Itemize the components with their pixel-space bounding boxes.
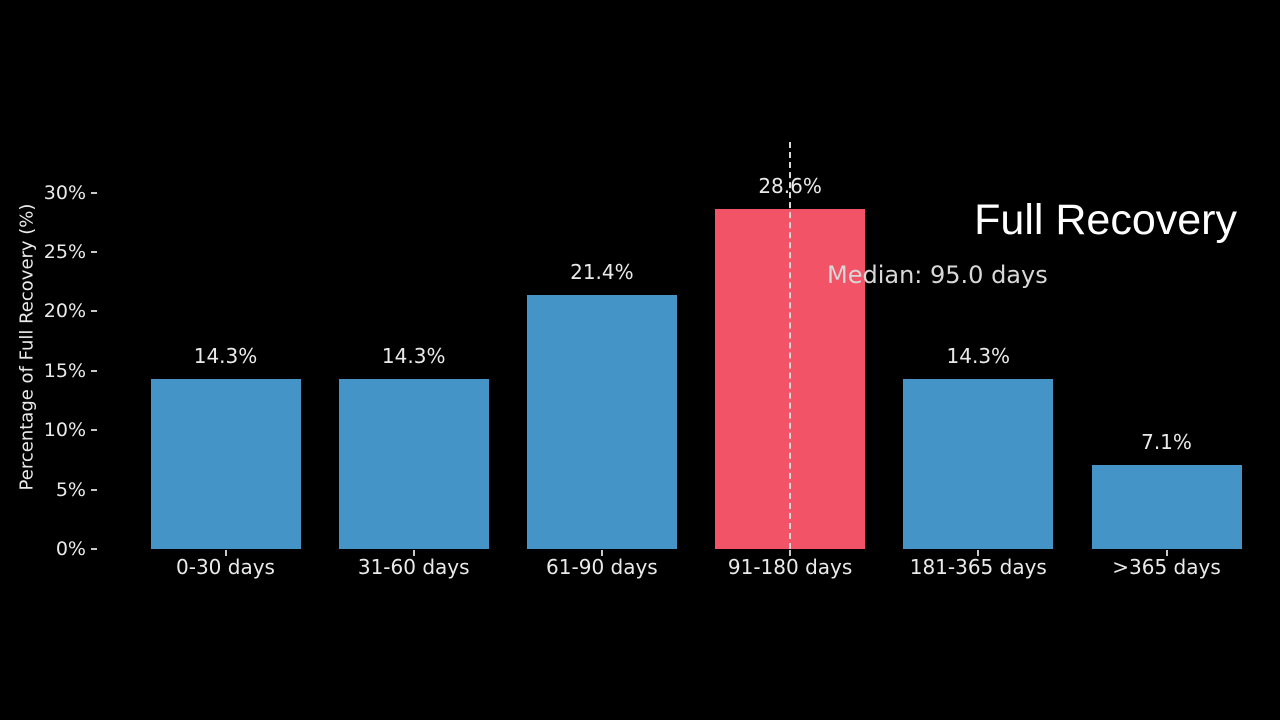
y-tick-mark <box>91 369 97 372</box>
x-tick-label: 31-60 days <box>357 555 470 579</box>
y-tick-label: 20% <box>43 300 86 323</box>
x-tick-label: 0-30 days <box>176 555 275 579</box>
bar-61-90-days <box>526 294 677 549</box>
chart-title: Full Recovery <box>974 196 1237 244</box>
x-tick-mark <box>224 550 227 556</box>
y-tick-label: 5% <box>55 478 86 501</box>
x-tick-mark <box>977 550 980 556</box>
y-tick-label: 15% <box>43 359 86 382</box>
bar-value-label: 21.4% <box>570 259 634 284</box>
bar-0-30-days <box>150 379 301 549</box>
bar-181-365-days <box>903 379 1054 549</box>
x-tick-label: 61-90 days <box>546 555 658 579</box>
y-tick-mark <box>91 488 97 491</box>
y-tick-mark <box>91 548 97 550</box>
x-tick-mark <box>1165 550 1168 556</box>
median-dashed-line <box>789 142 792 549</box>
x-tick-label: 91-180 days <box>727 555 853 579</box>
x-tick-mark <box>600 550 603 556</box>
y-tick-mark <box>91 191 97 194</box>
y-tick-label: 25% <box>43 241 86 263</box>
bar-value-label: 14.3% <box>946 344 1011 369</box>
bar-value-label: 7.1% <box>1141 429 1192 454</box>
bar-value-label: 14.3% <box>193 344 258 369</box>
x-tick-label: 181-365 days <box>909 555 1047 579</box>
y-tick-mark <box>91 310 97 313</box>
bar-value-label: 14.3% <box>381 344 446 369</box>
bar-31-60-days <box>338 379 489 549</box>
y-tick-label: 10% <box>43 419 86 442</box>
median-annotation: Median: 95.0 days <box>827 261 1048 289</box>
x-tick-label: >365 days <box>1112 555 1221 579</box>
x-tick-mark <box>789 550 792 556</box>
y-tick-label: 0% <box>55 538 86 560</box>
y-tick-mark <box>91 429 97 432</box>
y-tick-label: 30% <box>43 181 86 204</box>
bar--365-days <box>1091 464 1242 549</box>
y-tick-mark <box>91 251 97 253</box>
x-tick-mark <box>412 550 415 556</box>
